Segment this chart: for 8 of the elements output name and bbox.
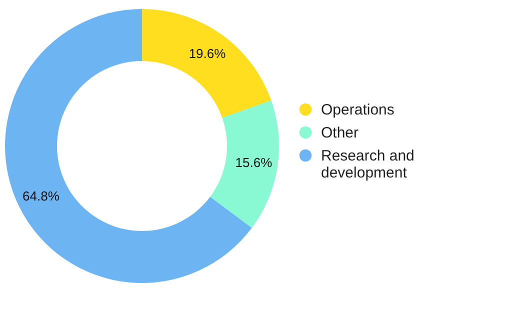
legend-label: Other — [321, 124, 359, 142]
legend-label: Operations — [321, 102, 394, 118]
legend-label: Research and development — [321, 148, 414, 182]
data-label: 64.8% — [22, 188, 60, 204]
data-label: 15.6% — [235, 154, 273, 170]
donut-slice — [142, 9, 272, 118]
donut-slice — [210, 100, 279, 228]
data-label: 19.6% — [188, 46, 226, 61]
